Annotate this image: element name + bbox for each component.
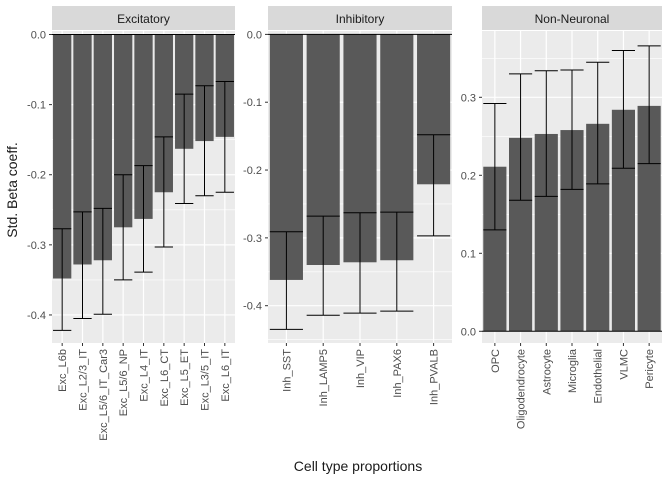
bar bbox=[534, 133, 558, 332]
y-tick-label: 0.0 bbox=[461, 326, 476, 338]
x-tick-label: Oligodendrocyte bbox=[516, 349, 528, 429]
bar bbox=[483, 166, 507, 332]
error-bar bbox=[53, 228, 72, 331]
error-bar bbox=[380, 211, 414, 312]
y-tick-label: -0.4 bbox=[243, 301, 262, 313]
y-tick-label: 0.0 bbox=[31, 30, 46, 42]
error-bar bbox=[154, 136, 173, 248]
y-tick-label: 0.2 bbox=[461, 170, 476, 182]
bar bbox=[611, 109, 635, 332]
error-bar bbox=[534, 70, 558, 197]
facet-panel: Inhibitory 0.0 -0.1 -0.2 -0.3 -0.4 Inh_SST Inh_… bbox=[243, 6, 452, 406]
error-bar bbox=[195, 85, 214, 197]
facet-title: Inhibitory bbox=[336, 12, 385, 26]
x-tick-label: Exc_L6_CT bbox=[159, 349, 171, 407]
y-tick-label: 0.0 bbox=[247, 29, 262, 41]
x-tick-label: VLMC bbox=[618, 349, 630, 380]
facet-title: Excitatory bbox=[117, 12, 170, 26]
error-bar bbox=[611, 50, 635, 169]
bar bbox=[134, 34, 153, 219]
facet-panel: Excitatory 0.0 -0.1 -0.2 -0.3 -0.4 Exc_L6b Exc_… bbox=[27, 6, 235, 441]
y-tick-label: 0.1 bbox=[461, 248, 476, 260]
x-tick-label: Astrocyte bbox=[541, 349, 553, 395]
x-tick-label: Exc_L5_ET bbox=[179, 349, 191, 406]
bar bbox=[509, 137, 533, 332]
bar bbox=[560, 130, 584, 332]
x-tick-label: Exc_L6b bbox=[57, 349, 69, 392]
x-tick-label: Exc_L5/6_IT_Car3 bbox=[98, 349, 110, 441]
x-tick-label: Inh_LAMP5 bbox=[318, 349, 330, 406]
x-tick-label: Inh_SST bbox=[281, 349, 293, 392]
facet-strip bbox=[52, 6, 235, 30]
x-tick-label: Inh_PVALB bbox=[429, 349, 441, 405]
error-bar bbox=[483, 103, 507, 231]
error-bar bbox=[114, 174, 133, 281]
error-bar bbox=[175, 93, 194, 204]
x-tick-label: Endothelial bbox=[593, 349, 605, 403]
bar bbox=[93, 34, 112, 261]
y-tick-label: 0.3 bbox=[461, 92, 476, 104]
y-tick-label: -0.3 bbox=[27, 240, 46, 252]
x-tick-label: Exc_L5/6_NP bbox=[118, 349, 130, 416]
error-bar bbox=[215, 80, 234, 193]
x-tick-label: Exc_L3/5_IT bbox=[200, 349, 212, 411]
x-tick-label: Pericyte bbox=[644, 349, 656, 389]
bar bbox=[114, 34, 133, 228]
x-tick-label: OPC bbox=[490, 349, 502, 373]
error-bar bbox=[586, 61, 610, 185]
error-bar bbox=[269, 231, 303, 330]
x-tick-label: Exc_L4_IT bbox=[139, 349, 151, 402]
bar bbox=[154, 34, 173, 193]
error-bar bbox=[73, 211, 92, 319]
x-tick-label: Exc_L6_IT bbox=[220, 349, 232, 402]
facet-strip bbox=[482, 6, 662, 30]
y-tick-label: -0.1 bbox=[243, 97, 262, 109]
x-tick-label: Microglia bbox=[567, 348, 579, 393]
bar bbox=[175, 34, 194, 149]
y-tick-label: -0.2 bbox=[243, 165, 262, 177]
facet-strip bbox=[268, 6, 452, 30]
error-bar bbox=[417, 134, 451, 237]
error-bar bbox=[637, 45, 661, 165]
error-bar bbox=[306, 215, 340, 316]
x-axis-title: Cell type proportions bbox=[294, 458, 422, 474]
error-bar bbox=[134, 165, 153, 273]
facet-title: Non-Neuronal bbox=[535, 12, 610, 26]
facet-panel: Non-Neuronal 0.0 0.1 0.2 0.3 OPC Oligodendrocy… bbox=[461, 6, 662, 429]
y-tick-label: -0.2 bbox=[27, 170, 46, 182]
error-bar bbox=[509, 73, 533, 201]
panels-layer: Excitatory 0.0 -0.1 -0.2 -0.3 -0.4 Exc_L6b Exc_… bbox=[27, 6, 662, 441]
bar bbox=[586, 123, 610, 332]
y-tick-label: -0.1 bbox=[27, 100, 46, 112]
y-tick-label: -0.3 bbox=[243, 233, 262, 245]
error-bar bbox=[343, 212, 377, 314]
bar bbox=[73, 34, 92, 265]
x-tick-label: Exc_L2/3_IT bbox=[78, 349, 90, 411]
bar bbox=[637, 105, 661, 332]
error-bar bbox=[560, 69, 584, 190]
y-axis-title: Std. Beta coeff. bbox=[4, 142, 20, 237]
bar bbox=[53, 34, 72, 279]
error-bar bbox=[93, 207, 112, 315]
x-tick-label: Inh_VIP bbox=[355, 349, 367, 388]
y-tick-label: -0.4 bbox=[27, 310, 46, 322]
x-tick-label: Inh_PAX6 bbox=[392, 349, 404, 398]
